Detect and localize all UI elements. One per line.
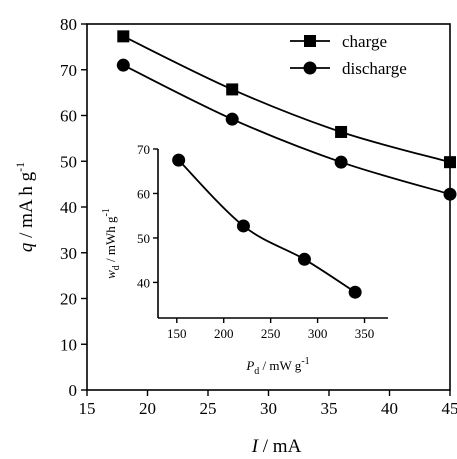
data-point-discharge — [334, 155, 348, 169]
inset-x-axis-unit-exponent: -1 — [301, 356, 309, 367]
inset-x-axis-unit: / mW g — [259, 358, 302, 373]
main-y-tick-label: 30 — [60, 244, 77, 263]
main-y-tick-label: 10 — [60, 335, 77, 354]
data-point-charge — [335, 125, 348, 138]
legend-circle-marker — [303, 61, 317, 75]
inset-y-axis-title: wd / mWh g-1 — [101, 208, 122, 279]
inset-x-axis-subscript: d — [254, 366, 259, 377]
legend-label-charge: charge — [342, 32, 387, 51]
inset-y-axis-subscript: d — [111, 265, 122, 270]
main-y-tick-label: 0 — [69, 381, 78, 400]
main-x-axis-variable: I — [251, 436, 260, 457]
main-x-tick-label: 25 — [200, 399, 217, 418]
inset-x-tick-label: 200 — [214, 326, 234, 341]
inset-y-tick-label: 50 — [137, 231, 150, 246]
inset-x-axis-title: Pd / mW g-1 — [245, 356, 309, 377]
inset-x-tick-label: 250 — [261, 326, 281, 341]
inset-data-point — [172, 153, 186, 167]
legend-label-discharge: discharge — [342, 59, 407, 78]
inset-y-tick-label: 40 — [137, 275, 150, 290]
inset-x-tick-label: 350 — [355, 326, 375, 341]
data-point-charge — [444, 156, 456, 169]
inset-x-axis-variable: P — [245, 358, 254, 373]
inset-y-axis-unit: / mWh g — [103, 216, 118, 265]
main-y-tick-label: 50 — [60, 152, 77, 171]
main-y-tick-label: 20 — [60, 290, 77, 309]
inset-x-tick-label: 300 — [308, 326, 328, 341]
inset-data-point — [236, 219, 250, 233]
inset-data-point — [297, 252, 311, 266]
main-x-tick-label: 45 — [442, 399, 457, 418]
main-y-axis-title: q / mA h g-1 — [13, 162, 37, 252]
data-point-discharge — [116, 58, 130, 72]
legend-square-marker — [304, 35, 316, 47]
main-y-tick-label: 40 — [60, 198, 77, 217]
data-point-discharge — [443, 187, 457, 201]
main-y-axis-unit: / mA h g — [16, 171, 37, 242]
main-x-tick-label: 15 — [79, 399, 96, 418]
series-line-discharge — [122, 64, 451, 196]
main-x-tick-label: 40 — [381, 399, 398, 418]
series-line-charge — [122, 35, 451, 164]
main-x-tick-label: 30 — [260, 399, 277, 418]
inset-series-line — [178, 159, 356, 293]
inset-y-axis-unit-exponent: -1 — [101, 208, 112, 216]
main-y-tick-label: 70 — [60, 61, 77, 80]
main-x-axis-title: I / mA — [251, 436, 302, 457]
main-y-tick-label: 60 — [60, 107, 77, 126]
data-point-charge — [226, 83, 239, 96]
inset-y-tick-label: 70 — [137, 142, 150, 157]
main-y-axis-variable: q — [16, 242, 37, 252]
main-y-axis-unit-exponent: -1 — [13, 162, 27, 172]
main-x-tick-label: 20 — [139, 399, 156, 418]
inset-x-tick-label: 150 — [167, 326, 187, 341]
data-point-charge — [117, 30, 130, 43]
main-x-tick-label: 35 — [321, 399, 338, 418]
inset-data-point — [348, 285, 362, 299]
inset-y-axis-variable: w — [103, 270, 118, 279]
main-x-axis-unit: / mA — [258, 436, 302, 457]
data-point-discharge — [225, 112, 239, 126]
main-y-tick-label: 80 — [60, 15, 77, 34]
inset-y-tick-label: 60 — [137, 186, 150, 201]
